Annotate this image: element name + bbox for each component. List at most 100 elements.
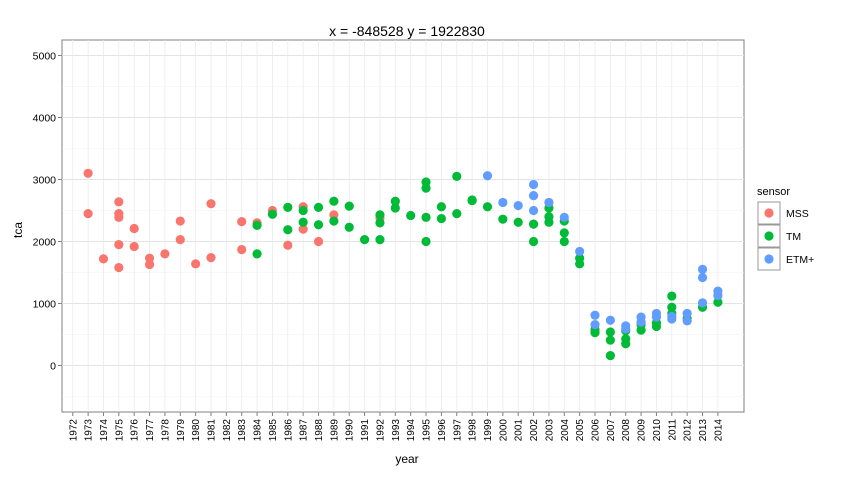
x-tick-label: 1986 — [283, 419, 294, 442]
data-point — [544, 217, 554, 227]
x-tick-label: 1984 — [253, 419, 264, 442]
data-point — [590, 319, 600, 330]
x-tick-label: 1976 — [130, 419, 141, 442]
data-point — [390, 196, 400, 206]
data-point — [313, 202, 324, 212]
legend-entry-label: MSS — [786, 208, 809, 220]
x-tick-label: 2012 — [683, 419, 694, 442]
data-point — [605, 335, 615, 345]
x-tick-label: 1978 — [160, 419, 171, 442]
x-axis-ticks: 1972 1973 1974 1975 1976 1977 1978 1979 1980 1981… — [68, 412, 724, 441]
x-tick-label: 1987 — [299, 419, 310, 442]
x-tick-label: 1980 — [191, 419, 202, 442]
data-point — [651, 312, 662, 322]
data-point — [482, 202, 493, 212]
x-tick-label: 2000 — [498, 419, 509, 442]
data-point — [713, 297, 723, 307]
legend-key-mss: MSS — [757, 201, 809, 225]
x-tick-label: 2011 — [667, 419, 678, 441]
data-point — [298, 205, 308, 216]
data-point — [160, 249, 170, 259]
x-tick-label: 1979 — [176, 419, 187, 442]
legend-key-tm: TM — [757, 224, 801, 248]
legend-key-etm-: ETM+ — [757, 247, 814, 271]
data-point — [83, 168, 93, 178]
x-tick-label: 2007 — [606, 419, 617, 442]
data-point — [375, 210, 385, 220]
y-axis-label: tca — [11, 222, 25, 238]
x-tick-label: 2013 — [698, 419, 709, 442]
data-point — [713, 290, 723, 301]
x-tick-label: 1972 — [68, 419, 79, 442]
data-point — [191, 259, 201, 269]
data-point — [498, 214, 508, 224]
data-point — [636, 317, 646, 327]
plot-panel — [61, 39, 745, 413]
x-tick-label: 1998 — [468, 419, 479, 442]
data-point — [283, 225, 293, 235]
data-point — [590, 328, 600, 338]
data-point — [421, 212, 431, 222]
x-tick-label: 1977 — [145, 419, 156, 442]
data-point — [175, 216, 185, 226]
data-point — [344, 222, 354, 232]
data-point — [144, 259, 155, 270]
legend-key-symbol — [764, 208, 774, 218]
x-tick-label: 1981 — [206, 419, 217, 442]
data-point — [559, 228, 569, 238]
data-point — [267, 209, 278, 219]
data-point — [114, 240, 124, 250]
x-tick-label: 2002 — [529, 419, 540, 442]
data-point — [129, 241, 139, 252]
data-point — [114, 212, 124, 222]
data-point — [283, 202, 293, 212]
data-point — [636, 325, 646, 335]
legend-key-symbol — [764, 231, 774, 241]
y-axis-ticks: 0 1000 2000 3000 4000 5000 — [33, 51, 62, 373]
data-point — [682, 308, 692, 319]
legend-title: sensor — [757, 186, 790, 198]
x-tick-label: 2003 — [544, 419, 555, 442]
data-point — [467, 195, 477, 206]
data-point — [621, 339, 631, 349]
y-tick-label: 5000 — [33, 51, 57, 63]
data-point — [452, 209, 462, 219]
data-point — [651, 321, 662, 332]
data-point — [605, 350, 615, 361]
x-tick-label: 2005 — [575, 419, 586, 442]
data-point — [359, 235, 370, 245]
data-point — [575, 259, 585, 269]
x-tick-label: 1997 — [452, 419, 463, 442]
data-point — [129, 223, 139, 234]
x-tick-label: 1996 — [437, 419, 448, 442]
x-tick-label: 1989 — [329, 419, 340, 442]
data-point — [590, 310, 600, 320]
data-point — [682, 316, 692, 326]
data-point — [206, 199, 216, 209]
data-point — [83, 209, 93, 219]
data-point — [621, 324, 631, 334]
data-point — [237, 244, 247, 255]
data-point — [482, 171, 493, 181]
x-tick-label: 1991 — [360, 419, 371, 442]
data-point — [329, 216, 339, 226]
y-tick-label: 2000 — [33, 237, 57, 249]
data-points — [83, 168, 723, 361]
y-tick-label: 4000 — [33, 113, 57, 125]
data-point — [283, 240, 293, 250]
data-point — [252, 249, 262, 259]
data-point — [528, 236, 539, 247]
x-tick-label: 2009 — [637, 419, 648, 442]
data-point — [329, 196, 339, 206]
x-tick-label: 1990 — [345, 419, 356, 442]
data-point — [667, 314, 677, 324]
data-point — [528, 191, 539, 201]
legend-key-symbol — [764, 254, 774, 264]
data-point — [697, 298, 708, 308]
data-point — [98, 254, 109, 264]
x-tick-label: 1974 — [99, 419, 110, 442]
data-point — [344, 201, 354, 211]
data-point — [406, 210, 416, 221]
x-axis-label: year — [395, 452, 418, 466]
